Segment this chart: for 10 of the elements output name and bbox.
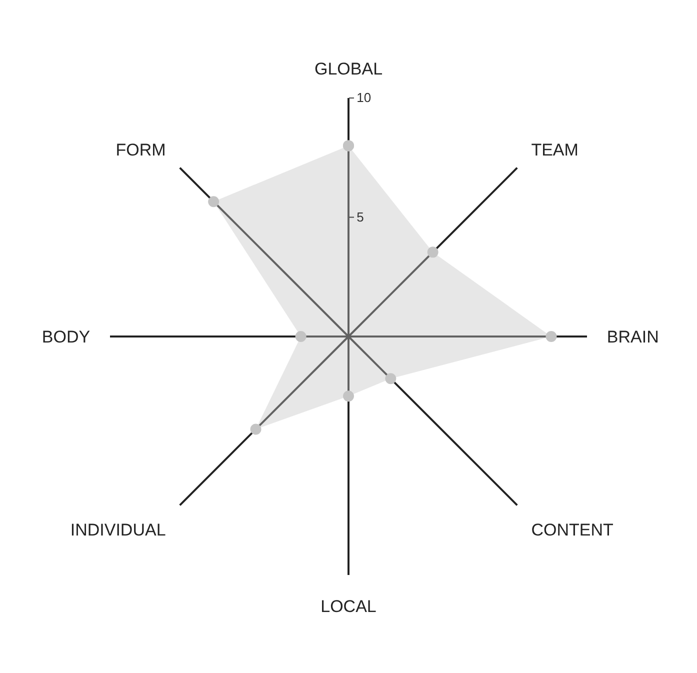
spoke-label: BRAIN	[606, 327, 659, 346]
y-tick-label: 5	[356, 209, 364, 224]
spoke-label: CONTENT	[531, 520, 614, 540]
spoke-label: GLOBAL	[314, 60, 383, 79]
spoke-label: BODY	[42, 327, 90, 346]
spoke-label: TEAM	[531, 140, 578, 160]
y-tick-label: 10	[356, 90, 372, 106]
spoke-label: LOCAL	[320, 596, 376, 616]
spoke-label: INDIVIDUAL	[70, 520, 166, 540]
spoke-label: FORM	[116, 140, 166, 160]
